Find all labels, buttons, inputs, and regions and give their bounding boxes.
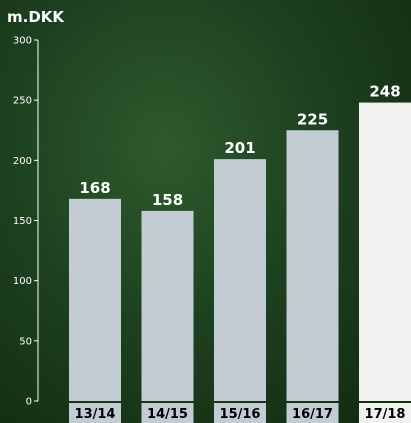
category-label-14-15: 14/15	[147, 407, 188, 422]
y-tick-label-50: 50	[19, 336, 32, 347]
category-label-15-16: 15/16	[220, 407, 261, 422]
y-tick-label-100: 100	[13, 276, 32, 287]
category-strip-17-18	[359, 403, 411, 423]
bar-14-15	[141, 210, 194, 401]
y-tick-label-0: 0	[26, 397, 32, 408]
y-tick-label-150: 150	[13, 216, 32, 227]
category-strip-15-16	[214, 403, 266, 423]
unit-label: m.DKK	[7, 8, 65, 26]
value-label-16-17: 225	[297, 110, 328, 128]
category-label-13-14: 13/14	[75, 407, 116, 422]
category-strip-16-17	[286, 403, 339, 423]
category-label-16-17: 16/17	[292, 407, 333, 422]
value-label-14-15: 158	[152, 191, 183, 209]
y-tick-label-300: 300	[13, 36, 32, 47]
category-strip-13-14	[69, 403, 121, 423]
value-label-13-14: 168	[79, 179, 110, 197]
bar-17-18	[359, 102, 411, 401]
value-label-17-18: 248	[369, 83, 400, 101]
bar-15-16	[214, 159, 266, 401]
y-tick-label-250: 250	[13, 96, 32, 107]
value-label-15-16: 201	[224, 139, 255, 157]
bar-16-17	[286, 130, 339, 401]
bar-13-14	[69, 198, 121, 401]
category-strip-14-15	[141, 403, 194, 423]
category-label-17-18: 17/18	[365, 407, 406, 422]
y-tick-label-200: 200	[13, 156, 32, 167]
